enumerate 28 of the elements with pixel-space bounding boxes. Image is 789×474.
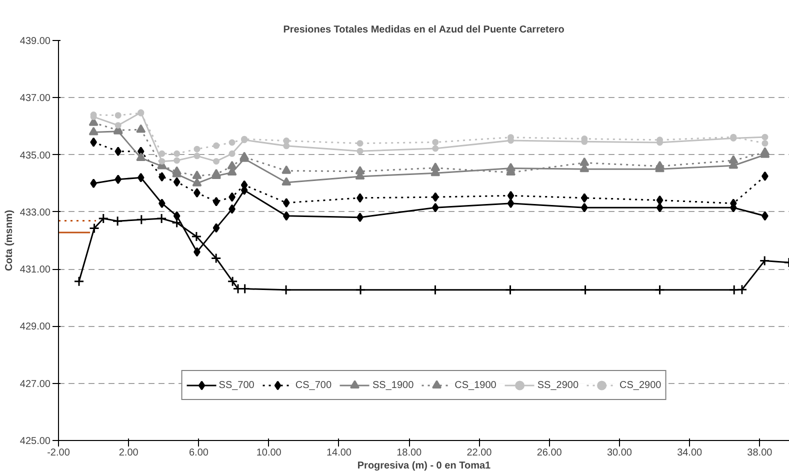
y-tick-label: 427.00 (20, 378, 51, 390)
y-tick-label: 431.00 (20, 264, 51, 276)
x-axis-title: Progresiva (m) - 0 en Toma1 (357, 460, 492, 472)
x-tick-label: 22.00 (466, 448, 492, 458)
x-tick-label: 34.00 (677, 448, 703, 458)
legend-label: CS_700 (295, 380, 332, 390)
x-tick-label: 26.00 (536, 448, 562, 458)
x-tick-label: 38.00 (747, 448, 773, 458)
x-tick-label: 14.00 (326, 448, 352, 458)
y-tick-label: 435.00 (20, 150, 51, 162)
chart-title: Presiones Totales Medidas en el Azud del Puente Carretero (283, 24, 564, 36)
x-tick-label: 18.00 (396, 448, 422, 458)
x-tick-label: 2.00 (118, 448, 139, 458)
y-tick-label: 433.00 (20, 207, 51, 218)
x-tick-label: 30.00 (606, 448, 632, 458)
legend-label: CS_2900 (620, 380, 662, 390)
legend-label: SS_700 (218, 380, 254, 390)
y-tick-label: 437.00 (20, 93, 51, 104)
x-tick-label: 10.00 (256, 448, 282, 458)
y-axis-title: Cota (msnm) (4, 210, 15, 272)
y-tick-label: 439.00 (20, 36, 51, 47)
legend-label: SS_1900 (372, 380, 414, 390)
legend-label: CS_1900 (454, 380, 496, 390)
x-tick-label: 6.00 (189, 448, 209, 458)
y-tick-label: 425.00 (20, 436, 51, 447)
legend-label: SS_2900 (537, 380, 579, 390)
y-tick-label: 429.00 (20, 322, 51, 333)
x-tick-label: -2.00 (47, 448, 70, 458)
